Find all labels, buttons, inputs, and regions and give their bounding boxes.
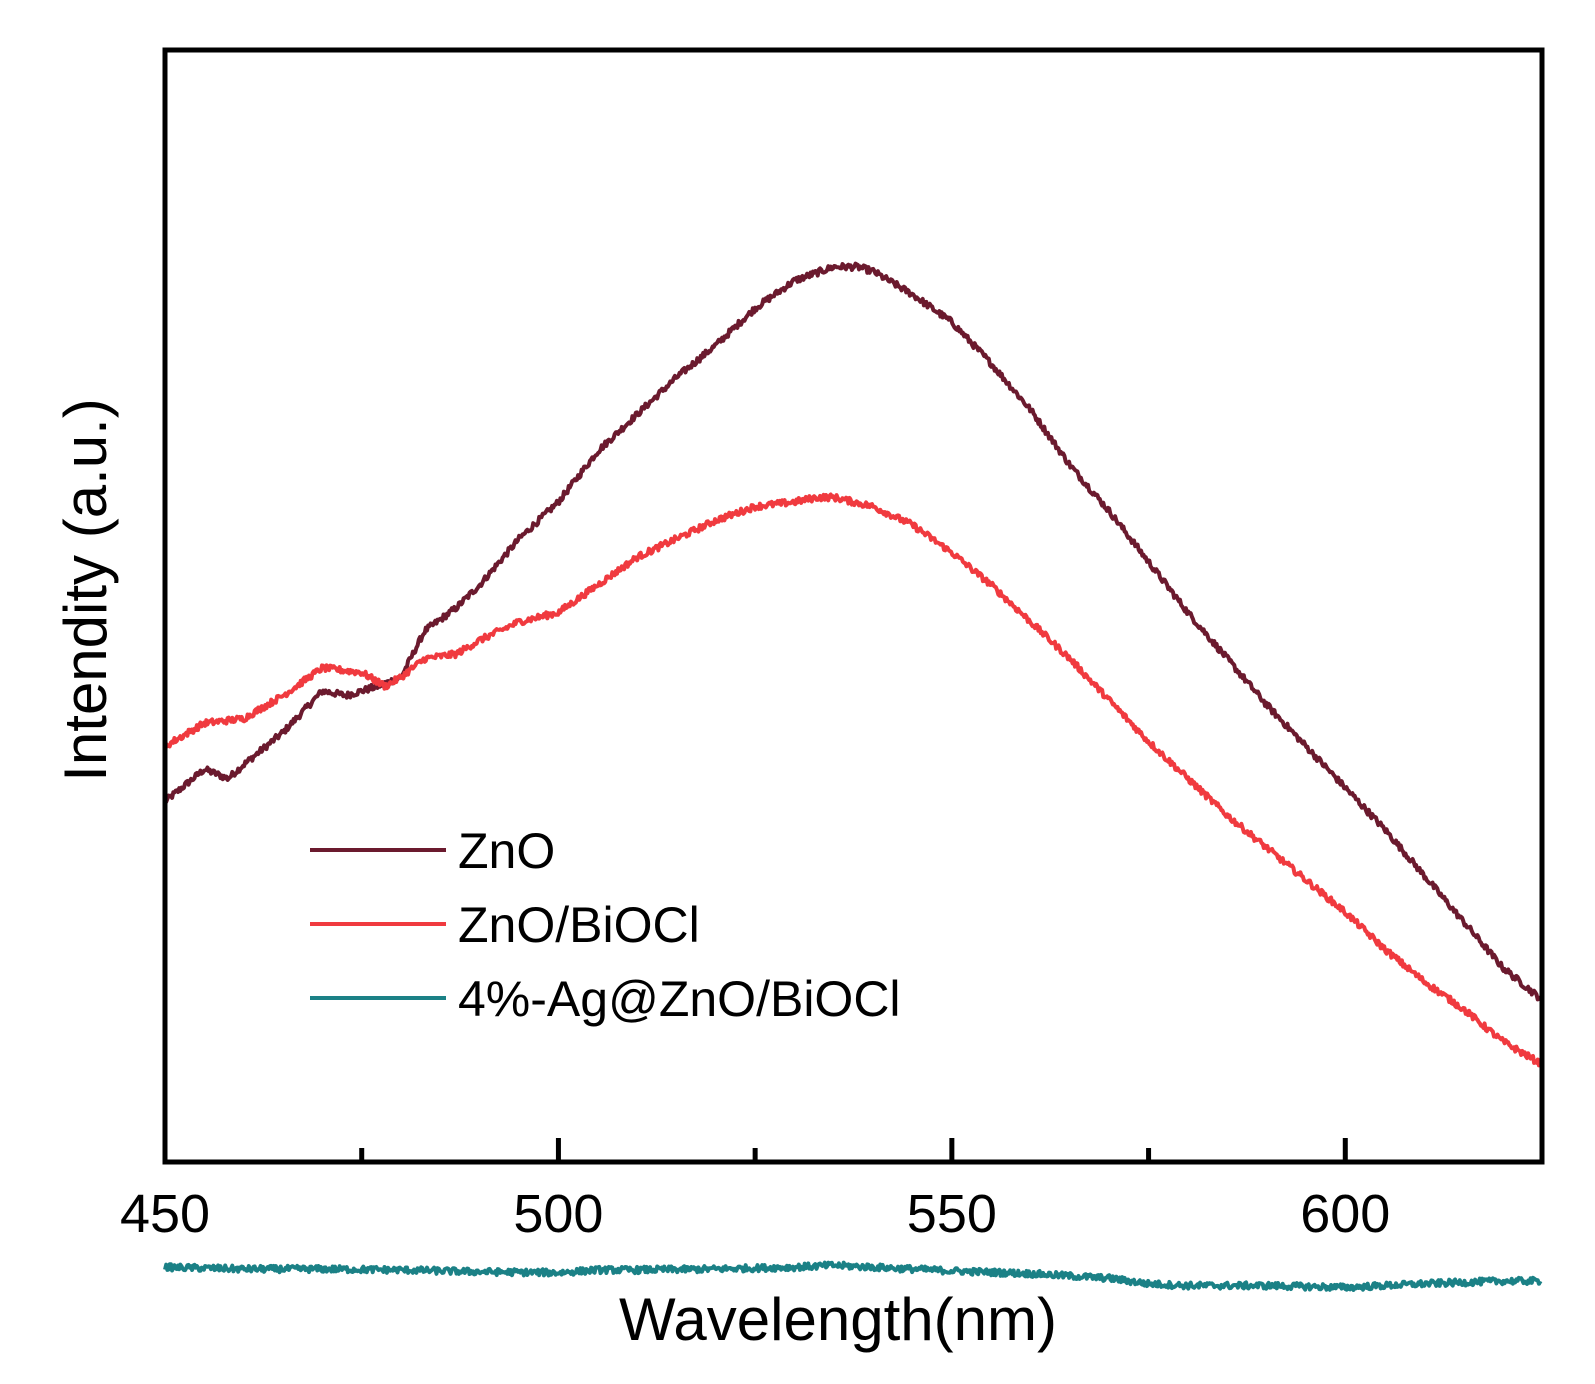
x-tick-label: 500 bbox=[513, 1184, 603, 1244]
x-tick-labels: 450 500 550 600 bbox=[120, 1184, 1390, 1244]
legend: ZnO ZnO/BiOCl 4%-Ag@ZnO/BiOCl bbox=[310, 823, 901, 1027]
y-axis-title: Intendity (a.u.) bbox=[52, 398, 119, 782]
x-axis-title: Wavelength(nm) bbox=[619, 1286, 1057, 1353]
x-tick-label: 550 bbox=[907, 1184, 997, 1244]
series-line-4-ag-zno-biocl bbox=[163, 1260, 1543, 1292]
legend-label-zno-biocl: ZnO/BiOCl bbox=[458, 897, 700, 953]
plot-frame bbox=[162, 47, 1545, 1165]
series-layer bbox=[163, 261, 1544, 1292]
x-tick-label: 450 bbox=[120, 1184, 210, 1244]
ticks-layer bbox=[162, 1138, 1348, 1162]
series-line-zno-biocl bbox=[163, 492, 1544, 1068]
legend-label-4-ag-zno-biocl: 4%-Ag@ZnO/BiOCl bbox=[458, 971, 901, 1027]
x-tick-label: 600 bbox=[1300, 1184, 1390, 1244]
legend-label-zno: ZnO bbox=[458, 823, 555, 879]
